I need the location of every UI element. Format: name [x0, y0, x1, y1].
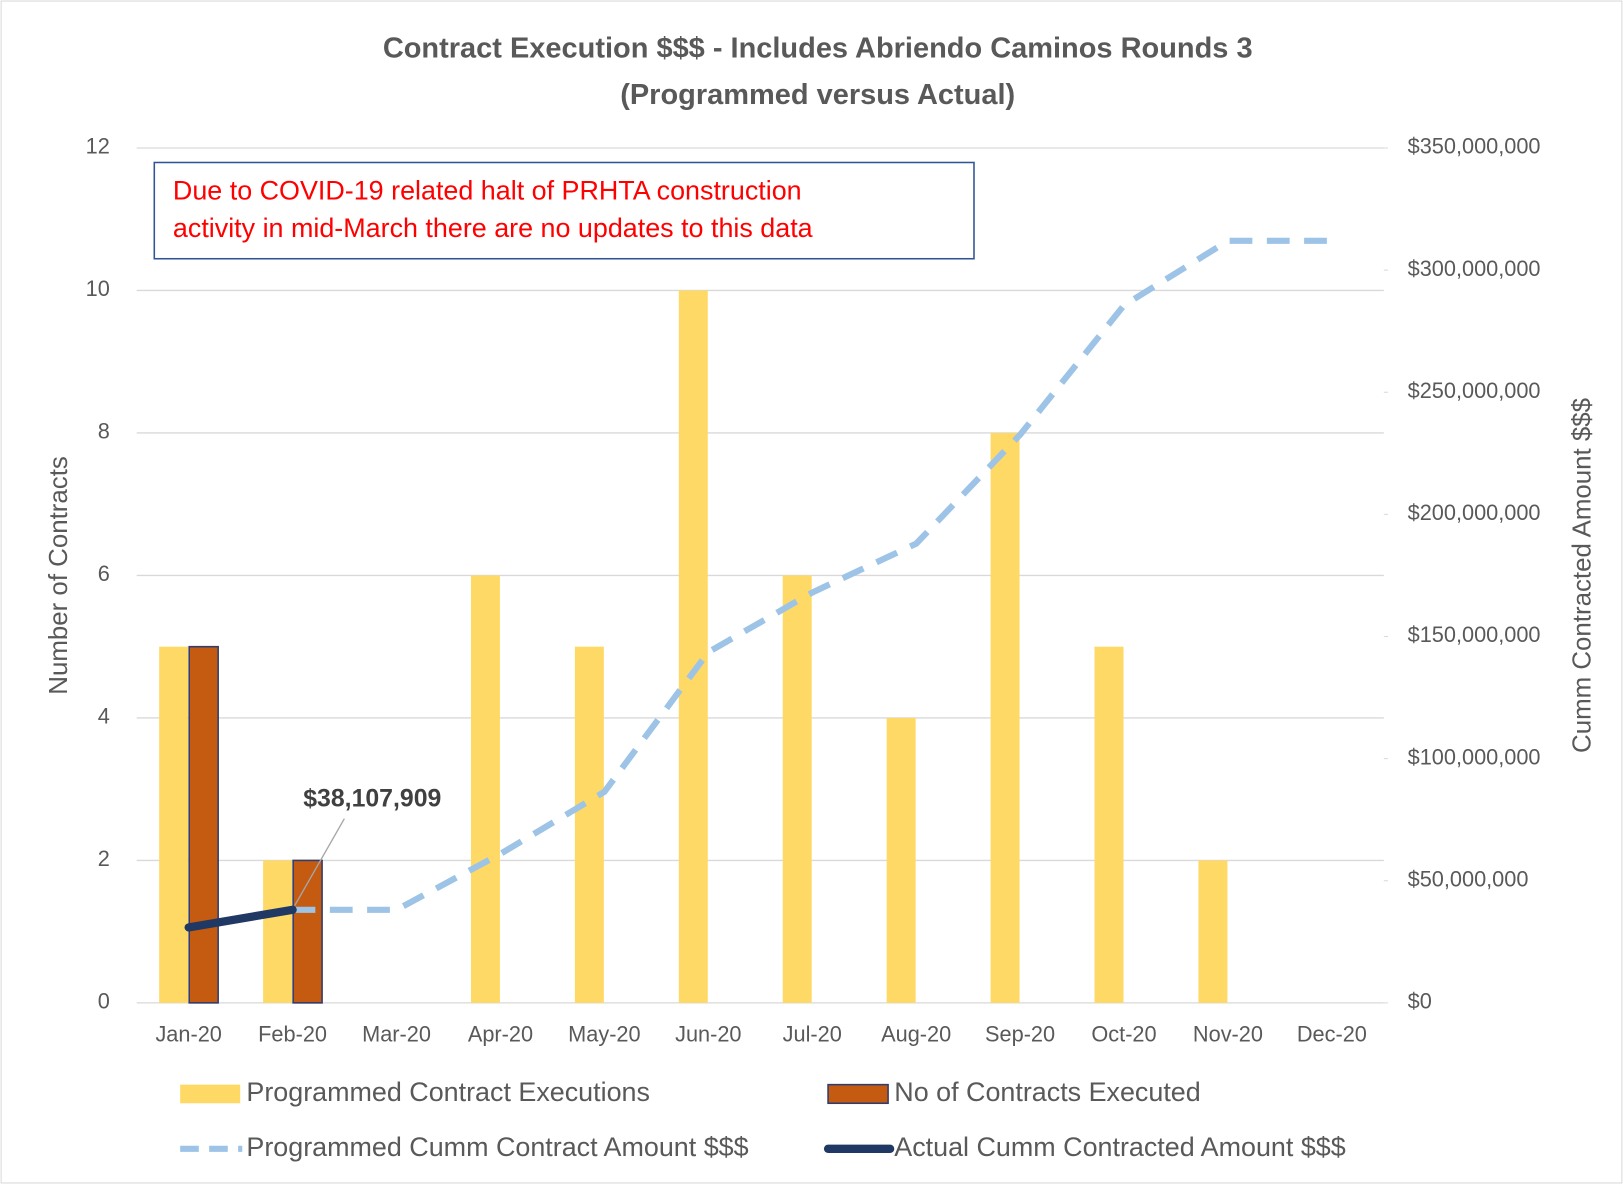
y-axis-title: Number of Contracts	[45, 456, 73, 695]
x-tick-label: Aug-20	[881, 1022, 951, 1047]
y2-tick-label: $150,000,000	[1408, 622, 1541, 647]
y2-tick-label: $250,000,000	[1408, 378, 1541, 403]
y2-axis-title: Cumm Contracted Amount $$$	[1568, 398, 1596, 753]
x-tick-label: Oct-20	[1091, 1022, 1156, 1047]
legend-label: Programmed Contract Executions	[246, 1077, 650, 1107]
annotation-line: activity in mid-March there are no updat…	[173, 213, 813, 243]
chart-title: Contract Execution $$$ - Includes Abrien…	[383, 32, 1253, 64]
annotation-box	[153, 161, 975, 260]
bar	[159, 646, 189, 1003]
x-tick-label: May-20	[568, 1022, 640, 1047]
bar	[782, 575, 812, 1003]
y2-tick-label: $100,000,000	[1408, 744, 1541, 769]
data-label: $38,107,909	[303, 786, 441, 813]
x-tick-label: Dec-20	[1297, 1022, 1367, 1047]
legend-swatch	[827, 1083, 889, 1105]
y2-tick-label: $350,000,000	[1408, 134, 1541, 159]
x-tick-label: Jun-20	[675, 1022, 741, 1047]
y-tick-label: 0	[98, 989, 110, 1014]
x-tick-label: Apr-20	[468, 1022, 533, 1047]
legend-label: Actual Cumm Contracted Amount $$$	[894, 1132, 1345, 1162]
y-tick-label: 10	[86, 276, 110, 301]
chart-subtitle: (Programmed versus Actual)	[620, 79, 1015, 111]
x-tick-label: Nov-20	[1193, 1022, 1263, 1047]
plot-area: 0 2 4 6 8 10 12 $0 $50,000,000 $100,000,000 $150,0…	[86, 134, 1541, 1047]
bar	[263, 860, 293, 1003]
legend-label: Programmed Cumm Contract Amount $$$	[246, 1132, 748, 1162]
line	[184, 905, 297, 932]
y2-tick-label: $300,000,000	[1408, 256, 1541, 281]
legend-swatch	[180, 1084, 241, 1104]
y-tick-label: 6	[98, 561, 110, 586]
bar	[886, 717, 916, 1003]
bar	[678, 290, 708, 1003]
y2-tick-label: $50,000,000	[1408, 866, 1529, 891]
annotation-line: Due to COVID-19 related halt of PRHTA co…	[173, 176, 802, 206]
x-tick-label: Feb-20	[258, 1022, 327, 1047]
x-tick-label: Mar-20	[362, 1022, 431, 1047]
bar	[574, 646, 604, 1003]
bar	[990, 432, 1020, 1003]
y-tick-label: 4	[98, 704, 110, 729]
y-tick-label: 8	[98, 419, 110, 444]
legend-label: No of Contracts Executed	[894, 1077, 1200, 1107]
bar	[1094, 646, 1124, 1003]
y-tick-label: 12	[86, 134, 110, 159]
x-tick-label: Jan-20	[155, 1022, 221, 1047]
y2-tick-label: $200,000,000	[1408, 500, 1541, 525]
bar	[470, 575, 500, 1003]
line	[292, 237, 1332, 913]
x-tick-label: Sep-20	[985, 1022, 1055, 1047]
leader-line	[294, 818, 345, 906]
x-tick-label: Jul-20	[783, 1022, 842, 1047]
y-tick-label: 2	[98, 846, 110, 871]
y2-tick-label: $0	[1408, 989, 1432, 1014]
bar	[188, 645, 219, 1004]
bar	[1198, 860, 1228, 1003]
